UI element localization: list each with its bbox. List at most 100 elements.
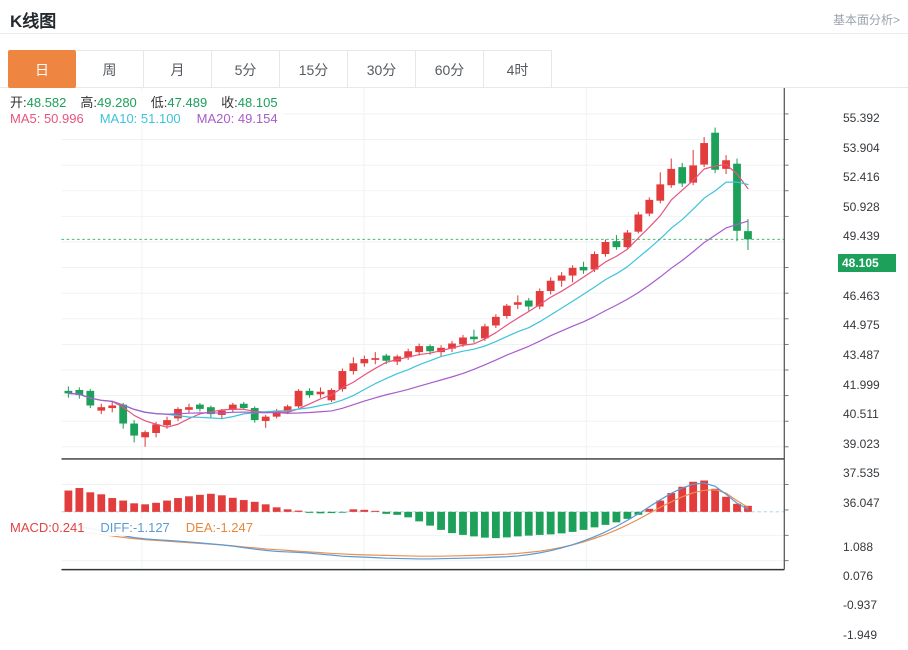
candle-body bbox=[481, 326, 489, 339]
macd-histogram-bar bbox=[689, 481, 698, 512]
candle-body bbox=[130, 423, 139, 436]
candle-body bbox=[535, 291, 544, 307]
macd-histogram-bar bbox=[678, 486, 687, 512]
ma5-value: MA5: 50.996 bbox=[10, 111, 84, 126]
period-tab-1[interactable]: 周 bbox=[76, 50, 144, 88]
candle-body bbox=[185, 407, 193, 410]
macd-histogram-bar bbox=[228, 497, 237, 512]
candle-body bbox=[338, 371, 347, 390]
candle-body bbox=[426, 346, 434, 352]
macd-histogram-bar bbox=[481, 511, 489, 538]
macd-histogram-bar bbox=[185, 496, 193, 512]
period-tab-2[interactable]: 月 bbox=[144, 50, 212, 88]
macd-histogram-bar bbox=[163, 500, 171, 512]
diff-value: DIFF:-1.127 bbox=[100, 520, 170, 535]
price-axis-label: 50.928 bbox=[843, 199, 880, 214]
macd-histogram-bar bbox=[711, 488, 719, 512]
period-tab-0[interactable]: 日 bbox=[8, 50, 76, 88]
macd-histogram-bar bbox=[623, 511, 632, 519]
candle-body bbox=[645, 199, 654, 214]
price-axis-label: 40.511 bbox=[843, 407, 879, 422]
period-tab-5[interactable]: 30分 bbox=[348, 50, 416, 88]
candle-body bbox=[349, 363, 358, 372]
macd-histogram-bar bbox=[360, 509, 369, 512]
ma20-value: MA20: 49.154 bbox=[196, 111, 278, 126]
page-header: K线图 基本面分析> bbox=[0, 0, 908, 34]
macd-axis-label: -1.949 bbox=[843, 627, 878, 642]
macd-histogram-bar bbox=[108, 498, 117, 512]
candle-body bbox=[239, 403, 248, 409]
macd-histogram-bar bbox=[371, 510, 380, 512]
candle-body bbox=[250, 408, 259, 421]
candle-body bbox=[152, 424, 160, 433]
candle-body bbox=[316, 391, 325, 395]
candle-body bbox=[568, 267, 577, 276]
period-tab-6[interactable]: 60分 bbox=[416, 50, 484, 88]
macd-histogram-bar bbox=[733, 503, 741, 512]
macd-histogram-bar bbox=[316, 511, 325, 514]
macd-histogram-bar bbox=[448, 511, 456, 534]
candle-body bbox=[667, 168, 676, 186]
candle-body bbox=[206, 407, 215, 415]
chart-canvas[interactable]: 开:48.582 高:49.280 低:47.489 收:48.105 MA5: 50… bbox=[0, 88, 908, 650]
period-tabbar: 日周月 5分 15分 30分 60分 4时 bbox=[0, 50, 908, 88]
candle-body bbox=[733, 163, 741, 231]
macd-histogram-bar bbox=[130, 503, 139, 512]
period-tab-7[interactable]: 4时 bbox=[484, 50, 552, 88]
candle-body bbox=[448, 343, 456, 349]
price-axis-label: 37.535 bbox=[843, 466, 880, 481]
ma10-value: MA10: 51.100 bbox=[99, 111, 181, 126]
candle-body bbox=[590, 254, 599, 270]
candle-body bbox=[415, 346, 424, 353]
high-label: 高: bbox=[80, 95, 98, 110]
macd-histogram-bar bbox=[568, 511, 577, 532]
macd-histogram-bar bbox=[250, 501, 259, 512]
macd-histogram-bar bbox=[261, 504, 270, 512]
macd-histogram-bar bbox=[513, 511, 522, 537]
open-value: 48.582 bbox=[26, 95, 67, 110]
macd-axis-label: 0.076 bbox=[843, 568, 874, 583]
macd-histogram-bar bbox=[305, 511, 314, 513]
candle-body bbox=[459, 337, 467, 345]
price-axis-label: 41.999 bbox=[843, 377, 880, 392]
macd-histogram-bar bbox=[97, 494, 106, 512]
low-label: 低: bbox=[150, 95, 168, 110]
candle-body bbox=[601, 241, 610, 255]
macd-histogram-bar bbox=[557, 511, 566, 534]
macd-histogram-bar bbox=[75, 488, 84, 512]
macd-histogram-bar bbox=[272, 507, 281, 512]
period-tab-3[interactable]: 5分 bbox=[212, 50, 280, 88]
low-value: 47.489 bbox=[167, 95, 208, 110]
ohlc-readout: 开:48.582 高:49.280 低:47.489 收:48.105 bbox=[10, 91, 298, 112]
candle-body bbox=[97, 407, 106, 411]
candle-body bbox=[272, 410, 281, 417]
macd-histogram-bar bbox=[174, 498, 182, 512]
macd-axis-label: -0.937 bbox=[843, 598, 878, 613]
candle-body bbox=[612, 241, 621, 248]
candle-body bbox=[524, 300, 533, 307]
candle-body bbox=[678, 167, 687, 184]
macd-histogram-bar bbox=[459, 511, 467, 535]
price-axis-label: 43.487 bbox=[843, 347, 880, 362]
macd-histogram-bar bbox=[722, 496, 730, 512]
current-price-tag: 48.105 bbox=[838, 254, 896, 273]
candle-body bbox=[557, 275, 566, 281]
candle-body bbox=[119, 404, 128, 424]
period-tab-4[interactable]: 15分 bbox=[280, 50, 348, 88]
macd-histogram-bar bbox=[437, 511, 445, 530]
candle-body bbox=[228, 404, 237, 410]
macd-histogram-bar bbox=[338, 511, 347, 513]
macd-histogram-bar bbox=[239, 500, 248, 512]
macd-readout: MACD:0.241 DIFF:-1.127 DEA:-1.247 bbox=[10, 519, 259, 536]
fundamental-analysis-link[interactable]: 基本面分析> bbox=[832, 13, 900, 27]
candle-body bbox=[64, 390, 73, 394]
macd-histogram-bar bbox=[700, 480, 709, 512]
macd-histogram-bar bbox=[382, 511, 391, 514]
macd-histogram-bar bbox=[119, 500, 128, 512]
candle-body bbox=[579, 266, 588, 271]
macd-histogram-bar bbox=[152, 502, 160, 512]
candle-body bbox=[513, 302, 522, 305]
macd-histogram-bar bbox=[206, 493, 215, 512]
price-axis-label: 36.047 bbox=[843, 496, 880, 510]
